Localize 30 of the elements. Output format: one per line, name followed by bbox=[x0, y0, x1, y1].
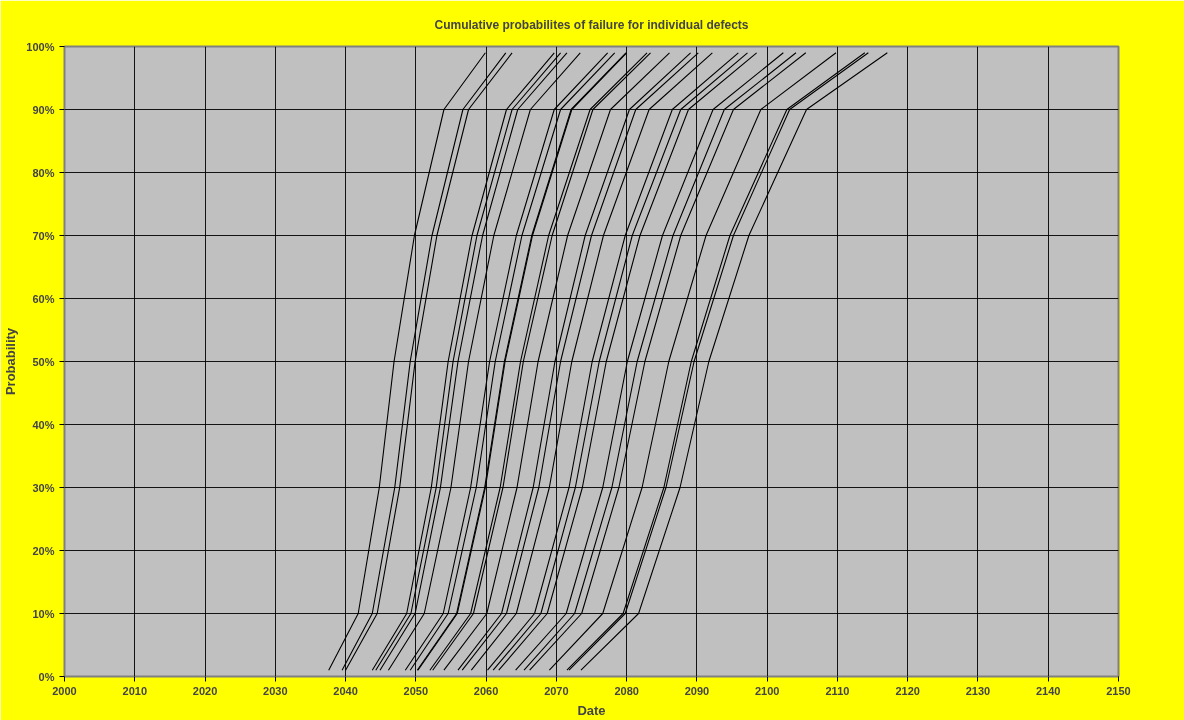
chart-title: Cumulative probabilites of failure for individual defects bbox=[434, 17, 749, 32]
y-tick-label: 0% bbox=[38, 670, 55, 683]
x-tick-label: 2100 bbox=[754, 684, 780, 697]
y-tick-label: 20% bbox=[32, 544, 55, 557]
y-tick-label: 100% bbox=[26, 40, 55, 53]
x-tick-label: 2060 bbox=[473, 684, 499, 697]
y-axis-title: Probability bbox=[3, 327, 19, 396]
x-tick-label: 2040 bbox=[333, 684, 358, 697]
x-tick-label: 2080 bbox=[614, 684, 639, 697]
y-tick-label: 10% bbox=[32, 607, 55, 620]
x-tick-label: 2010 bbox=[122, 684, 148, 697]
x-tick-label: 2020 bbox=[192, 684, 218, 697]
x-tick-label: 2090 bbox=[684, 684, 710, 697]
x-tick-label: 2110 bbox=[825, 684, 850, 697]
x-tick-label: 2120 bbox=[895, 684, 920, 697]
y-tick-label: 70% bbox=[32, 229, 55, 242]
y-tick-label: 50% bbox=[32, 355, 55, 368]
y-tick-label: 30% bbox=[32, 481, 55, 494]
x-tick-label: 2140 bbox=[1036, 684, 1061, 697]
x-axis-title: Date bbox=[577, 702, 606, 718]
y-tick-label: 60% bbox=[32, 292, 55, 305]
x-tick-label: 2000 bbox=[52, 684, 77, 697]
y-tick-label: 40% bbox=[32, 418, 55, 431]
y-tick-label: 80% bbox=[32, 166, 55, 179]
x-tick-label: 2070 bbox=[544, 684, 569, 697]
x-tick-label: 2050 bbox=[403, 684, 429, 697]
x-tick-label: 2030 bbox=[263, 684, 288, 697]
x-tick-label: 2150 bbox=[1106, 684, 1131, 697]
y-tick-label: 90% bbox=[32, 103, 55, 116]
x-tick-label: 2130 bbox=[965, 684, 991, 697]
